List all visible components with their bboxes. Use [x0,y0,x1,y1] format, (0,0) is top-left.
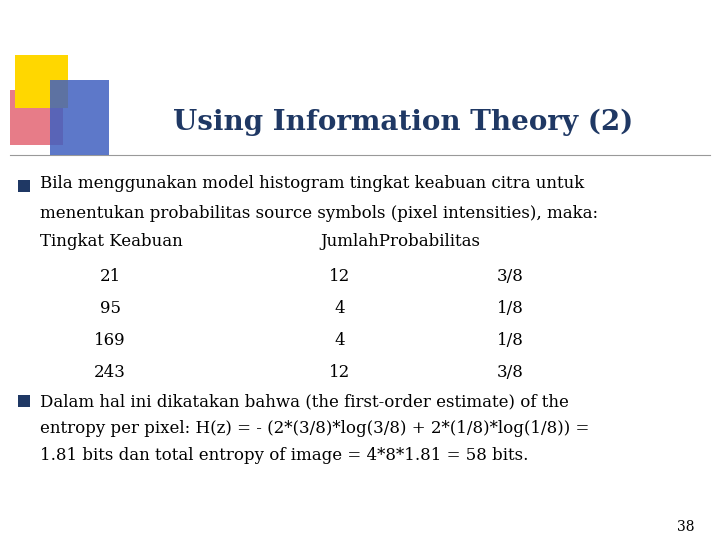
Text: 1/8: 1/8 [497,332,523,349]
Text: 21: 21 [99,268,121,285]
Text: Dalam hal ini dikatakan bahwa (the first-order estimate) of the: Dalam hal ini dikatakan bahwa (the first… [40,393,569,410]
Text: 1/8: 1/8 [497,300,523,317]
Text: 4: 4 [335,332,346,349]
Text: 4: 4 [335,300,346,317]
Text: 3/8: 3/8 [497,364,523,381]
Text: 243: 243 [94,364,126,381]
Text: Tingkat Keabuan: Tingkat Keabuan [40,233,183,250]
Text: 1.81 bits dan total entropy of image = 4*8*1.81 = 58 bits.: 1.81 bits dan total entropy of image = 4… [40,447,528,464]
Text: menentukan probabilitas source symbols (pixel intensities), maka:: menentukan probabilitas source symbols (… [40,205,598,222]
Text: entropy per pixel: H(z) = - (2*(3/8)*log(3/8) + 2*(1/8)*log(1/8)) =: entropy per pixel: H(z) = - (2*(3/8)*log… [40,420,590,437]
Text: JumlahProbabilitas: JumlahProbabilitas [320,233,480,250]
Text: 3/8: 3/8 [497,268,523,285]
Text: 12: 12 [329,364,351,381]
Text: 169: 169 [94,332,126,349]
Text: 12: 12 [329,268,351,285]
Text: Bila menggunakan model histogram tingkat keabuan citra untuk: Bila menggunakan model histogram tingkat… [40,175,584,192]
Text: 38: 38 [678,520,695,534]
Text: Using Information Theory (2): Using Information Theory (2) [173,109,633,136]
Text: 95: 95 [99,300,120,317]
